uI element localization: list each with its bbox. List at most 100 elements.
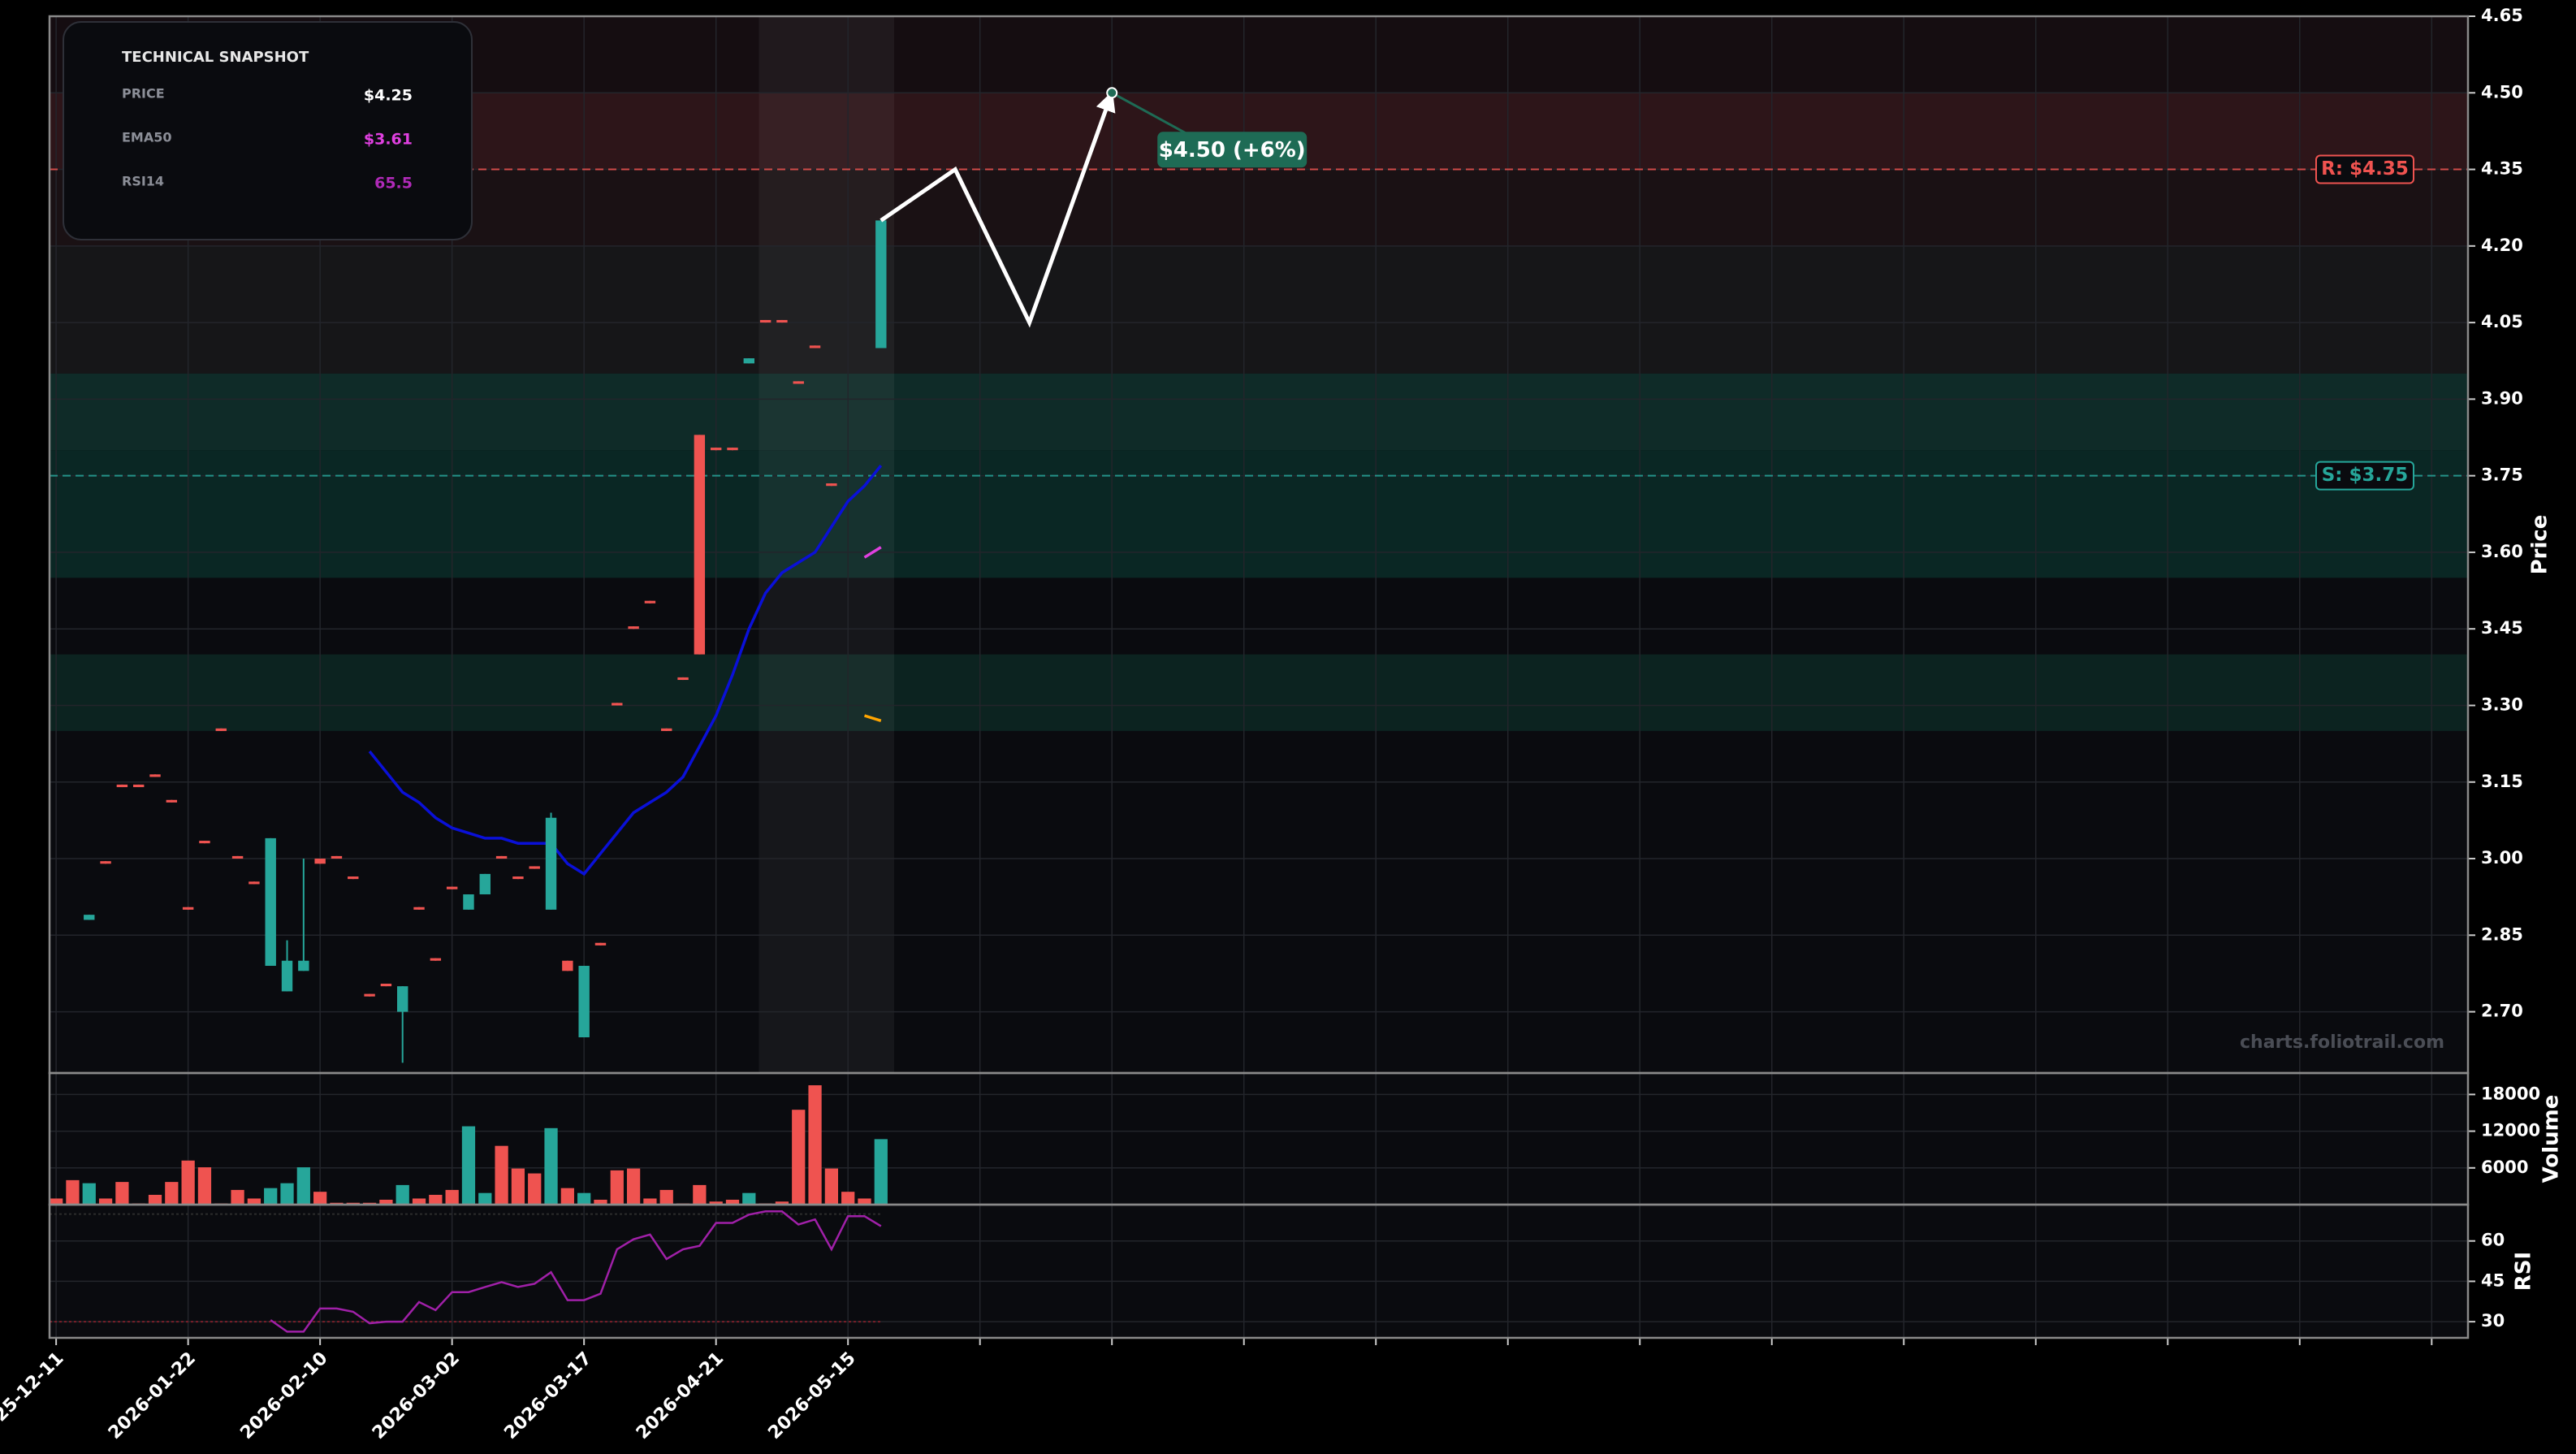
volume-bar [808,1085,822,1205]
candle-body [661,728,672,731]
y-tick-label: 60 [2481,1231,2505,1250]
candle-body [446,886,458,889]
volume-bar [478,1192,492,1205]
volume-bar [445,1189,459,1205]
y-tick-label: 3.90 [2481,388,2523,408]
y-tick-label: 12000 [2481,1121,2540,1140]
candle-body [199,841,210,844]
price-zone [50,654,2468,731]
level-label: R: $4.35 [2321,158,2409,180]
candle-body [314,859,326,864]
level-label-box [2315,461,2414,491]
candle-body [677,677,689,681]
volume-bar [858,1198,871,1205]
panel-background [50,1073,2468,1205]
volume-bar [528,1173,542,1205]
volume-bar [709,1201,723,1205]
level-label: S: $3.75 [2322,465,2409,486]
volume-bar [495,1145,508,1205]
x-tick-label: 2026-01-22 [105,1348,200,1443]
rsi-line [270,1210,882,1333]
candle-body [826,483,837,487]
candle-body [495,855,508,859]
volume-bar [841,1192,855,1205]
volume-bar [874,1139,888,1205]
volume-bar [115,1182,129,1205]
candle-body [875,220,887,348]
candle-body [182,907,194,910]
indicator-line [863,714,882,722]
target-label-box [1157,132,1307,168]
candle-body [331,855,343,859]
candle-body [479,873,491,895]
volume-bar [231,1189,244,1205]
candle-body [397,986,408,1012]
volume-bar [197,1167,212,1205]
candle-body [628,626,639,630]
candle-body [215,728,227,731]
candle-body [231,855,244,859]
volume-bar [50,1198,63,1205]
candle-body [463,894,474,910]
volume-bar [247,1198,261,1205]
volume-bar [610,1170,624,1205]
volume-bar [165,1182,179,1205]
y-tick-label: 4.50 [2481,82,2523,102]
x-tick-label: 2026-05-15 [764,1348,859,1443]
candle-body [759,319,772,323]
candle-body [413,907,425,910]
candle-body [743,358,755,364]
x-tick-label: 2026-03-17 [500,1348,595,1443]
volume-bar [693,1184,707,1205]
target-point [1106,87,1118,99]
volume-bar [296,1167,310,1205]
volume-bar [792,1110,806,1205]
candle-body [594,942,607,946]
volume-bar [544,1127,558,1205]
x-tick-label: 2026-04-21 [633,1348,728,1443]
candle-body [348,876,359,880]
y-tick-label: 3.15 [2481,772,2523,791]
volume-bar [775,1201,789,1205]
x-tick-label: 2026-02-10 [236,1348,331,1443]
candle-body [364,993,375,997]
candle-body [529,866,540,869]
candle-body [265,837,276,967]
candle-body [793,381,804,384]
candle-body [116,784,128,788]
y-tick-label: 18000 [2481,1084,2540,1103]
price-zone [50,373,2468,451]
snapshot-value: $3.61 [364,131,413,149]
price-zone [50,450,2468,578]
candle-body [298,960,309,971]
volume-bar [560,1188,574,1205]
y-tick-label: 3.30 [2481,695,2523,714]
y-tick-label: 6000 [2481,1158,2528,1177]
y-tick-label: 4.20 [2481,236,2523,255]
volume-bar [280,1183,294,1205]
candle-body [809,345,821,348]
volume-bar [181,1160,195,1205]
y-tick-label: 3.00 [2481,848,2523,868]
candle-body [562,960,573,971]
candle-body [612,703,623,706]
y-tick-label: 3.60 [2481,542,2523,561]
projection-line [880,90,1116,328]
snapshot-label: EMA50 [122,130,172,145]
x-tick-label: 2026-03-02 [369,1348,464,1443]
indicator-line [368,464,883,876]
candle-body [249,881,260,885]
watermark: charts.foliotrail.com [2240,1032,2444,1053]
snapshot-value: $4.25 [364,87,413,105]
volume-bar [643,1198,657,1205]
volume-bar [725,1199,740,1205]
candle-body [694,435,706,655]
x-tick-label: 2025-12-11 [0,1348,68,1443]
axis-label: RSI [2512,1252,2536,1291]
volume-bar [412,1198,426,1205]
volume-bar [82,1183,96,1205]
y-tick-label: 4.65 [2481,6,2523,25]
highlight-band [759,16,895,1073]
